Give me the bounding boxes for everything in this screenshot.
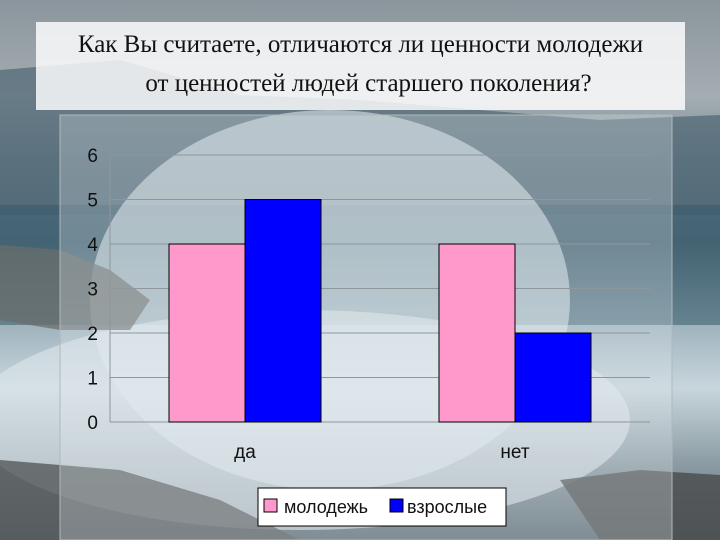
y-tick-label: 2 bbox=[87, 324, 98, 345]
legend-swatch bbox=[389, 498, 404, 513]
bar-молодежь-да bbox=[168, 243, 246, 423]
bar-взрослые-нет bbox=[514, 332, 592, 423]
y-tick-label: 4 bbox=[87, 235, 98, 256]
bar-взрослые-да bbox=[244, 199, 322, 423]
y-tick-label: 3 bbox=[87, 280, 98, 301]
legend-swatch bbox=[263, 498, 278, 513]
legend-label: молодежь bbox=[284, 497, 368, 517]
chart-title-line-1: Как Вы считаете, отличаются ли ценности … bbox=[77, 31, 644, 58]
y-tick-label: 1 bbox=[87, 369, 98, 390]
y-tick-label: 6 bbox=[87, 146, 98, 167]
y-axis-tick-labels: 0 1 2 3 4 5 6 bbox=[87, 146, 98, 434]
category-label: нет bbox=[500, 442, 529, 463]
category-label: да bbox=[234, 442, 256, 463]
legend-box bbox=[257, 487, 507, 527]
chart-title-line-2: от ценностей людей старшего поколения? bbox=[145, 70, 592, 97]
bar-молодежь-нет bbox=[438, 243, 516, 423]
bars bbox=[168, 199, 592, 423]
y-tick-label: 5 bbox=[87, 191, 98, 212]
legend: молодежь взрослые bbox=[257, 487, 507, 527]
x-axis-category-labels: да нет bbox=[234, 442, 530, 463]
y-tick-label: 0 bbox=[87, 413, 98, 434]
plot-area bbox=[59, 114, 673, 540]
legend-label: взрослые bbox=[407, 497, 487, 517]
title-box: Как Вы считаете, отличаются ли ценности … bbox=[36, 22, 685, 110]
